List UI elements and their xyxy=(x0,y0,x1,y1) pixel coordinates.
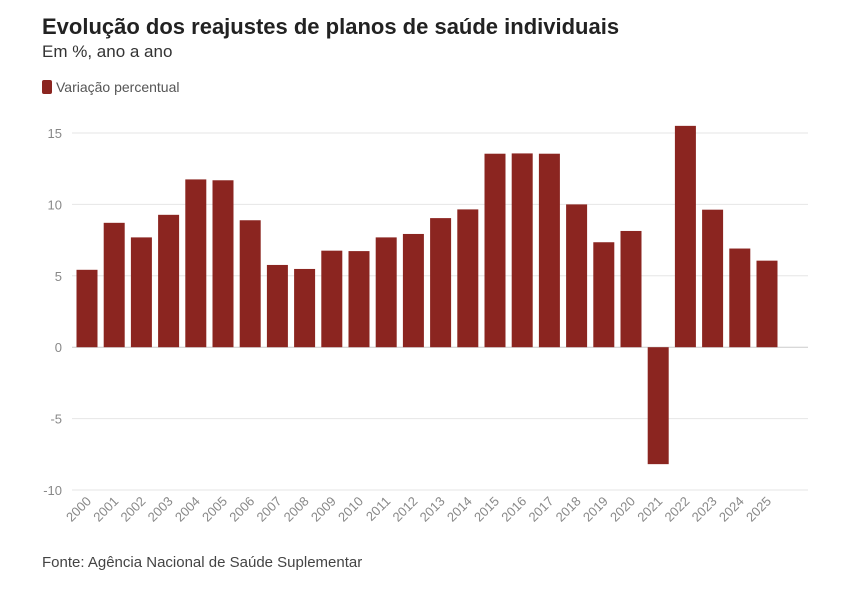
bar-2004 xyxy=(185,179,207,348)
x-tick-label: 2004 xyxy=(172,494,203,525)
bar-2025 xyxy=(756,260,778,348)
x-tick-label: 2025 xyxy=(743,494,774,525)
x-axis-ticks: 2000200120022003200420052006200720082009… xyxy=(63,494,774,525)
x-tick-label: 2003 xyxy=(145,494,176,525)
bar-2016 xyxy=(511,153,533,348)
bar-2011 xyxy=(375,237,397,348)
x-tick-label: 2001 xyxy=(90,494,121,525)
x-tick-label: 2019 xyxy=(580,494,611,525)
bar-2000 xyxy=(76,269,98,348)
bar-2009 xyxy=(321,250,343,348)
x-tick-label: 2015 xyxy=(471,494,502,525)
bar-2005 xyxy=(212,180,234,348)
y-tick-label: -10 xyxy=(43,483,62,498)
x-tick-label: 2000 xyxy=(63,494,94,525)
y-tick-label: 15 xyxy=(48,126,62,141)
bar-2017 xyxy=(538,153,560,348)
x-tick-label: 2021 xyxy=(634,494,665,525)
x-tick-label: 2013 xyxy=(417,494,448,525)
bar-2013 xyxy=(430,218,452,348)
bar-2022 xyxy=(674,125,696,348)
bar-2001 xyxy=(103,222,125,348)
x-tick-label: 2016 xyxy=(498,494,529,525)
bar-2020 xyxy=(620,230,642,348)
chart-source: Fonte: Agência Nacional de Saúde Supleme… xyxy=(42,554,363,571)
bar-2006 xyxy=(239,220,261,348)
x-tick-label: 2023 xyxy=(689,494,720,525)
bar-2023 xyxy=(702,209,724,348)
chart-subtitle: Em %, ano a ano xyxy=(42,42,173,61)
bar-2014 xyxy=(457,209,479,348)
y-tick-label: -5 xyxy=(50,412,62,427)
x-tick-label: 2002 xyxy=(117,494,148,525)
bar-2015 xyxy=(484,153,506,348)
chart-legend: Variação percentual xyxy=(42,79,179,95)
x-tick-label: 2024 xyxy=(716,494,747,525)
bar-2021 xyxy=(647,347,669,465)
chart-title: Evolução dos reajustes de planos de saúd… xyxy=(42,14,620,39)
bar-2024 xyxy=(729,248,751,348)
x-tick-label: 2012 xyxy=(389,494,420,525)
x-tick-label: 2017 xyxy=(525,494,556,525)
legend-label: Variação percentual xyxy=(56,79,180,95)
bar-2018 xyxy=(566,204,588,348)
x-tick-label: 2011 xyxy=(363,494,393,524)
bar-2002 xyxy=(130,237,152,348)
y-tick-label: 0 xyxy=(55,340,62,355)
bar-2010 xyxy=(348,251,370,348)
x-tick-label: 2022 xyxy=(661,494,692,525)
x-tick-label: 2014 xyxy=(444,494,475,525)
x-tick-label: 2007 xyxy=(253,494,284,525)
x-tick-label: 2018 xyxy=(553,494,584,525)
x-tick-label: 2008 xyxy=(281,494,312,525)
bar-2003 xyxy=(158,214,180,348)
y-tick-label: 10 xyxy=(48,197,62,212)
x-tick-label: 2009 xyxy=(308,494,339,525)
y-tick-label: 5 xyxy=(55,269,62,284)
x-tick-label: 2020 xyxy=(607,494,638,525)
x-tick-label: 2010 xyxy=(335,494,366,525)
x-tick-label: 2006 xyxy=(226,494,257,525)
legend-swatch xyxy=(42,80,52,94)
bar-2007 xyxy=(266,264,288,348)
y-axis-ticks: 15 10 5 0 -5 -10 xyxy=(43,126,62,498)
bar-2008 xyxy=(294,268,316,348)
bar-2012 xyxy=(402,233,424,348)
bar-2019 xyxy=(593,242,615,348)
x-tick-label: 2005 xyxy=(199,494,230,525)
bars xyxy=(76,125,778,465)
